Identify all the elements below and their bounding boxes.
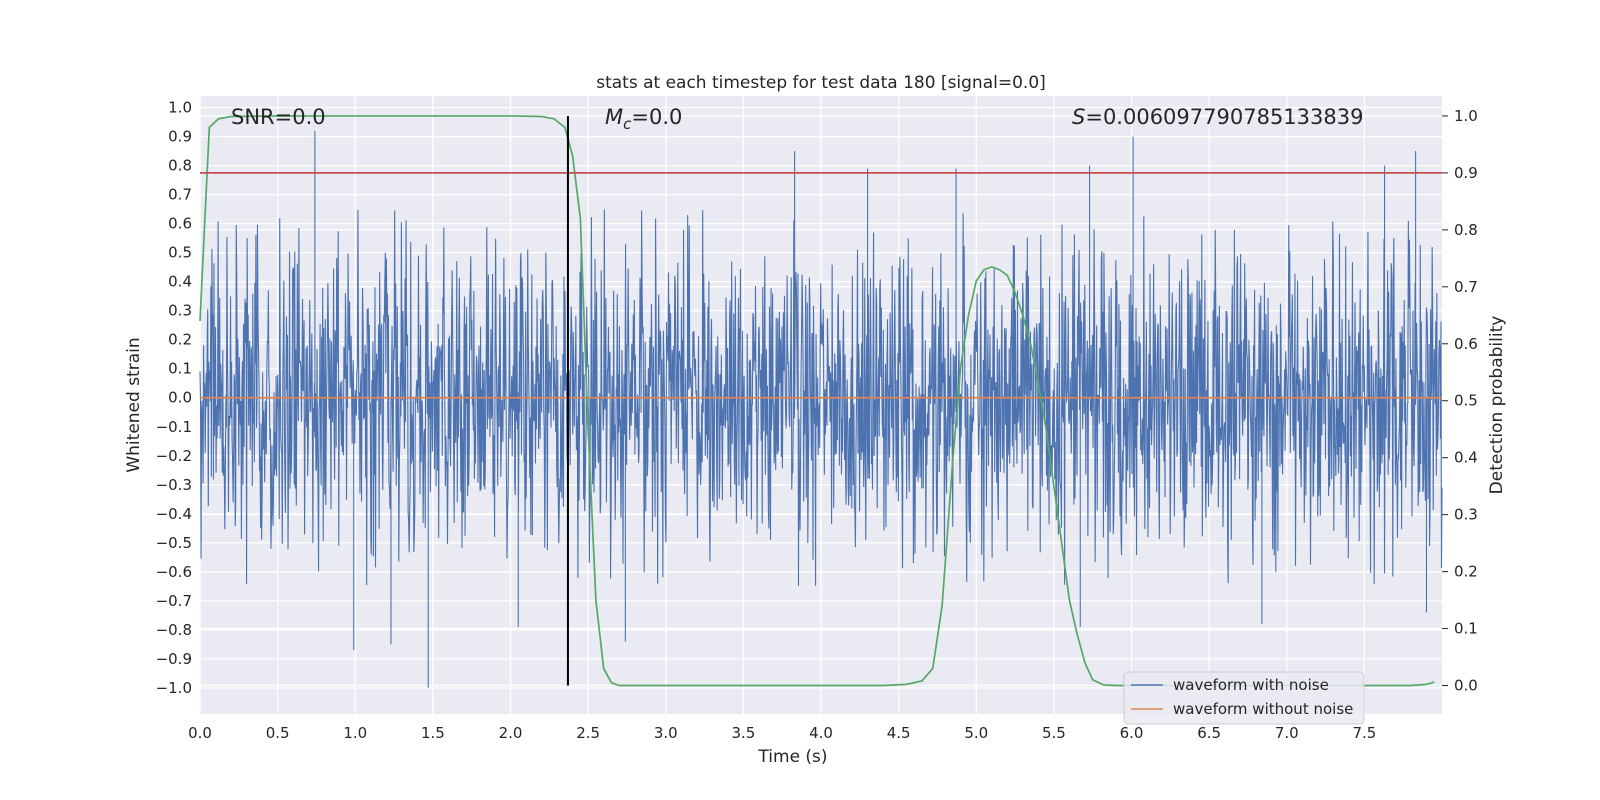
y-tick-label: −0.2 xyxy=(156,447,192,465)
x-tick-label: 0.5 xyxy=(266,724,290,742)
y-tick-label: 0.5 xyxy=(168,244,192,262)
y2-tick-label: 0.1 xyxy=(1454,620,1478,638)
x-tick-label: 4.5 xyxy=(887,724,911,742)
y2-tick-label: 1.0 xyxy=(1454,107,1478,125)
x-tick-label: 2.5 xyxy=(576,724,600,742)
x-tick-label: 4.0 xyxy=(809,724,833,742)
y2-tick-label: 0.7 xyxy=(1454,278,1478,296)
chirp-mass-annotation: Mc=0.0 xyxy=(605,105,682,133)
x-tick-label: 1.0 xyxy=(343,724,367,742)
y-tick-label: −0.8 xyxy=(156,621,192,639)
y-tick-label: 0.1 xyxy=(168,360,192,378)
s-annotation: S=0.006097790785133839 xyxy=(1072,105,1363,129)
x-axis-label: Time (s) xyxy=(757,747,827,767)
y-tick-label: −0.7 xyxy=(156,592,192,610)
x-tick-label: 0.0 xyxy=(188,724,212,742)
y2-tick-label: 0.0 xyxy=(1454,677,1478,695)
x-tick-label: 5.0 xyxy=(964,724,988,742)
y-tick-label: −0.6 xyxy=(156,563,192,581)
y-tick-label: 0.2 xyxy=(168,331,192,349)
x-tick-label: 3.5 xyxy=(731,724,755,742)
x-tick-label: 3.0 xyxy=(654,724,678,742)
y-tick-label: 0.3 xyxy=(168,302,192,320)
x-tick-label: 1.5 xyxy=(421,724,445,742)
y-tick-label: −0.9 xyxy=(156,650,192,668)
y-tick-label: −1.0 xyxy=(156,679,192,697)
legend-label-without-noise: waveform without noise xyxy=(1173,700,1353,718)
y-tick-label: −0.3 xyxy=(156,476,192,494)
series-waveform-with-noise xyxy=(199,130,1443,688)
x-tick-label: 7.0 xyxy=(1275,724,1299,742)
y2-tick-label: 0.9 xyxy=(1454,164,1478,182)
y2-axis-label: Detection probability xyxy=(1487,316,1507,495)
legend-box xyxy=(1123,671,1365,725)
s-symbol: S xyxy=(1072,105,1085,129)
y-axis-label: Whitened strain xyxy=(124,337,144,472)
y-tick-label: 0.0 xyxy=(168,389,192,407)
waveform-with-noise-line xyxy=(199,130,1443,688)
x-tick-label: 6.0 xyxy=(1120,724,1144,742)
chirp-mass-subscript: c xyxy=(623,115,632,133)
y-tick-label: −0.5 xyxy=(156,534,192,552)
chart-title: stats at each timestep for test data 180… xyxy=(596,73,1046,93)
y-tick-label: 1.0 xyxy=(168,99,192,117)
y-tick-label: 0.7 xyxy=(168,186,192,204)
legend-label-with-noise: waveform with noise xyxy=(1173,676,1329,694)
detection-probability-line xyxy=(199,115,1435,687)
chirp-mass-value: =0.0 xyxy=(631,105,682,129)
y2-tick-label: 0.2 xyxy=(1454,563,1478,581)
y2-tick-label: 0.3 xyxy=(1454,506,1478,524)
y-tick-label: 0.9 xyxy=(168,128,192,146)
y2-tick-label: 0.6 xyxy=(1454,335,1478,353)
x-tick-label: 2.0 xyxy=(499,724,523,742)
y-tick-label: 0.6 xyxy=(168,215,192,233)
x-tick-label: 5.5 xyxy=(1042,724,1066,742)
y-tick-label: −0.1 xyxy=(156,418,192,436)
tick-labels: 0.0 0.5 1.0 1.5 2.0 2.5 3.0 3.5 4.0 4.5 5.0 5.5 6.0 6… xyxy=(156,99,1478,742)
x-tick-label: 7.5 xyxy=(1352,724,1376,742)
y2-tick-label: 0.4 xyxy=(1454,449,1478,467)
x-tick-label: 6.5 xyxy=(1197,724,1221,742)
y2-tick-label: 0.5 xyxy=(1454,392,1478,410)
y-tick-label: 0.4 xyxy=(168,273,192,291)
s-value: =0.006097790785133839 xyxy=(1085,105,1363,129)
snr-annotation: SNR=0.0 xyxy=(231,105,326,129)
chirp-mass-symbol: M xyxy=(605,105,623,129)
y-tick-label: 0.8 xyxy=(168,157,192,175)
series-lines xyxy=(199,115,1442,687)
legend: waveform with noise waveform without noi… xyxy=(1123,671,1365,725)
y2-tick-label: 0.8 xyxy=(1454,221,1478,239)
y-tick-label: −0.4 xyxy=(156,505,192,523)
